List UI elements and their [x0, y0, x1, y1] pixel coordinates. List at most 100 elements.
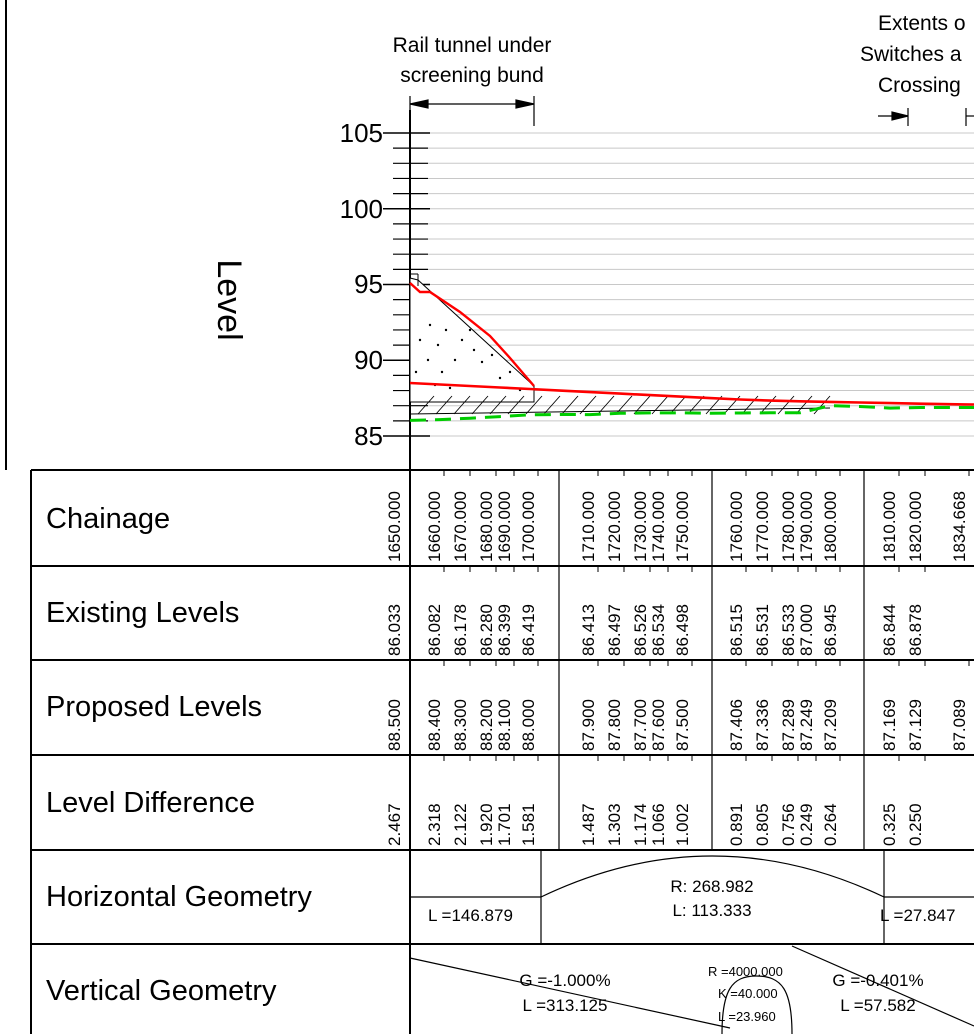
band-value-existing: 86.533	[779, 604, 798, 656]
band-value-proposed: 87.169	[880, 699, 899, 751]
band-value-proposed: 88.100	[495, 699, 514, 751]
band-value-difference: 1.920	[477, 803, 496, 846]
horizontal-geometry-diagram	[410, 850, 974, 944]
band-value-chainage: 1650.000	[385, 491, 404, 562]
band-value-difference: 0.756	[779, 803, 798, 846]
stipple-dot	[448, 386, 452, 390]
vgeo-curve-k: K =40.000	[718, 986, 778, 1001]
band-value-proposed: 88.300	[451, 699, 470, 751]
band-value-existing: 86.878	[906, 604, 925, 656]
row-label-proposed-levels: Proposed Levels	[46, 691, 262, 723]
extents-annotation-line3: Crossing	[878, 74, 961, 97]
stipple-dot	[508, 370, 512, 374]
band-value-difference: 1.303	[605, 803, 624, 846]
band-value-existing: 86.526	[631, 604, 650, 656]
band-value-proposed: 87.129	[906, 699, 925, 751]
band-value-difference: 1.701	[495, 803, 514, 846]
band-value-existing: 86.033	[385, 604, 404, 656]
hatch-line	[579, 395, 597, 415]
hatch-line	[651, 395, 669, 415]
band-value-difference: 0.264	[821, 803, 840, 846]
stipple-dot	[426, 358, 430, 362]
hatch-line	[561, 395, 579, 415]
row-label-existing-levels: Existing Levels	[46, 597, 239, 629]
vgeo-curve-length: L =23.960	[718, 1009, 776, 1024]
band-value-chainage: 1790.000	[797, 491, 816, 562]
stipple-dot	[440, 370, 444, 374]
vertical-geometry-diagram	[409, 945, 974, 1034]
row-label-vertical-geometry: Vertical Geometry	[46, 975, 277, 1007]
band-value-proposed: 88.500	[385, 699, 404, 751]
existing-level-line	[409, 404, 974, 422]
stipple-dot	[428, 323, 432, 327]
band-value-difference: 1.487	[579, 803, 598, 846]
band-group-separators	[558, 470, 865, 850]
hatch-line	[417, 395, 435, 415]
hgeo-curve-length: L: 113.333	[672, 901, 751, 920]
hgeo-straight1-length: L =146.879	[428, 906, 513, 925]
band-value-chainage: 1700.000	[519, 491, 538, 562]
band-value-proposed: 87.249	[797, 699, 816, 751]
band-value-difference: 1.002	[673, 803, 692, 846]
band-value-proposed: 88.000	[519, 699, 538, 751]
band-value-existing: 86.419	[519, 604, 538, 656]
band-value-chainage: 1710.000	[579, 491, 598, 562]
band-value-difference: 0.249	[797, 803, 816, 846]
tick-label-85: 85	[354, 421, 383, 451]
band-value-difference: 0.805	[753, 803, 772, 846]
band-value-difference: 0.250	[906, 803, 925, 846]
band-value-chainage: 1730.000	[631, 491, 650, 562]
band-value-difference: 2.122	[451, 803, 470, 846]
band-value-chainage: 1660.000	[425, 491, 444, 562]
level-axis-label: Level	[210, 259, 248, 340]
stipple-dot	[480, 360, 484, 364]
band-value-existing: 86.178	[451, 604, 470, 656]
hatch-line	[453, 395, 471, 415]
band-value-chainage: 1800.000	[821, 491, 840, 562]
tunnel-annotation-line1: Rail tunnel under	[393, 34, 552, 57]
band-value-difference: 2.467	[385, 803, 404, 846]
stipple-dot	[498, 376, 502, 380]
band-value-chainage: 1820.000	[906, 491, 925, 562]
hatch-line	[633, 395, 651, 415]
tunnel-dimension-arrow	[409, 96, 535, 126]
band-value-existing: 86.082	[425, 604, 444, 656]
band-value-proposed: 87.406	[727, 699, 746, 751]
band-value-proposed: 87.900	[579, 699, 598, 751]
stipple-dot	[453, 358, 457, 362]
row-label-chainage: Chainage	[46, 503, 170, 535]
vgeo-grade2-g: G =-0.401%	[832, 971, 923, 990]
stipple-dot	[490, 353, 494, 357]
vgeo-grade1-l: L =313.125	[523, 996, 608, 1015]
vgeo-grade1-g: G =-1.000%	[519, 971, 610, 990]
hatch-line	[813, 395, 831, 415]
band-value-proposed: 87.289	[779, 699, 798, 751]
row-label-horizontal-geometry: Horizontal Geometry	[46, 881, 312, 913]
extents-annotation-line1: Extents o	[878, 12, 966, 35]
band-value-proposed: 87.600	[649, 699, 668, 751]
screening-bund-section	[409, 273, 535, 403]
tunnel-annotation-line2: screening bund	[400, 64, 544, 87]
vgeo-grade2-l: L =57.582	[840, 996, 915, 1015]
band-value-existing: 86.531	[753, 604, 772, 656]
hgeo-curve-radius: R: 268.982	[670, 877, 753, 896]
tick-label-90: 90	[354, 345, 383, 375]
band-value-proposed: 87.800	[605, 699, 624, 751]
band-value-chainage: 1760.000	[727, 491, 746, 562]
stipple-dot	[444, 328, 448, 332]
band-value-chainage: 1770.000	[753, 491, 772, 562]
band-value-proposed: 88.200	[477, 699, 496, 751]
hatch-bottom	[409, 407, 831, 415]
extents-annotation-line2: Switches a	[860, 43, 962, 66]
band-value-existing: 86.498	[673, 604, 692, 656]
extents-dimension-arrow	[878, 108, 974, 126]
hatch-line	[471, 395, 489, 415]
band-value-proposed: 87.500	[673, 699, 692, 751]
band-value-existing: 86.945	[821, 604, 840, 656]
band-value-chainage: 1750.000	[673, 491, 692, 562]
band-value-existing: 86.844	[880, 604, 899, 656]
band-value-existing: 86.534	[649, 604, 668, 656]
band-value-proposed: 87.209	[821, 699, 840, 751]
band-value-chainage: 1834.668	[950, 491, 969, 562]
hatch-line	[687, 395, 705, 415]
